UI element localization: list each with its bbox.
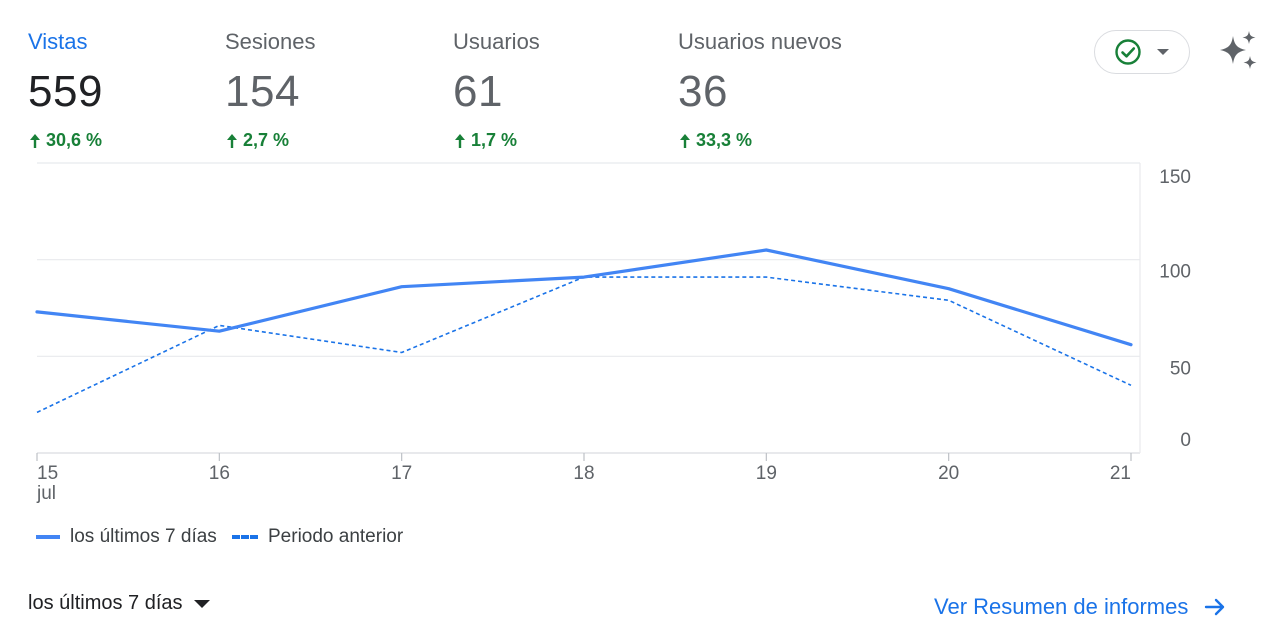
series-line-previous bbox=[36, 276, 1132, 414]
x-tick-label: 21 bbox=[1110, 463, 1131, 484]
y-tick-label: 150 bbox=[1159, 167, 1191, 188]
chart-gridlines bbox=[37, 162, 1141, 454]
metric-usuarios-nuevos[interactable]: Usuarios nuevos 36 33,3 % bbox=[678, 28, 842, 151]
metric-label: Vistas bbox=[28, 29, 88, 54]
y-axis-ticks: 0 50 100 150 bbox=[1159, 167, 1191, 451]
caret-down-icon bbox=[193, 599, 210, 608]
y-tick-label: 100 bbox=[1159, 262, 1191, 283]
metric-change: 1,7 % bbox=[453, 130, 540, 151]
line-chart: 0 50 100 150 15 16 17 18 19 20 21 jul bbox=[35, 162, 1191, 504]
y-tick-label: 50 bbox=[1170, 358, 1191, 379]
arrow-right-icon bbox=[1205, 598, 1225, 616]
metric-change-text: 30,6 % bbox=[46, 130, 103, 150]
metric-label: Usuarios bbox=[453, 29, 540, 54]
legend-label: Periodo anterior bbox=[268, 526, 404, 547]
x-tick-label: 19 bbox=[756, 463, 777, 484]
x-tick-label: 18 bbox=[573, 463, 594, 484]
arrow-up-icon bbox=[680, 133, 690, 148]
sparkle-icon[interactable] bbox=[1218, 30, 1260, 72]
metric-change-text: 33,3 % bbox=[696, 130, 753, 150]
compare-toggle-button[interactable] bbox=[1094, 30, 1190, 74]
legend-current[interactable]: los últimos 7 días bbox=[36, 526, 217, 548]
arrow-up-icon bbox=[455, 133, 465, 148]
series-line-current bbox=[35, 248, 1133, 347]
caret-down-icon bbox=[1157, 49, 1169, 55]
chart-series bbox=[35, 248, 1133, 414]
x-sublabel: jul bbox=[36, 483, 56, 504]
arrow-up-icon bbox=[227, 133, 237, 148]
x-tick-label: 17 bbox=[391, 463, 412, 484]
metric-change-text: 1,7 % bbox=[471, 130, 518, 150]
legend-solid-swatch bbox=[36, 535, 60, 539]
x-tick-label: 16 bbox=[209, 463, 230, 484]
metric-label: Sesiones bbox=[225, 29, 316, 54]
date-range-selector[interactable]: los últimos 7 días bbox=[28, 592, 211, 615]
x-axis-ticks: 15 16 17 18 19 20 21 jul bbox=[36, 453, 1132, 504]
metric-value: 36 bbox=[678, 67, 728, 116]
view-report-label: Ver Resumen de informes bbox=[934, 594, 1189, 619]
metric-label: Usuarios nuevos bbox=[678, 29, 842, 54]
metric-change: 33,3 % bbox=[678, 130, 842, 151]
date-range-label: los últimos 7 días bbox=[28, 592, 183, 614]
arrow-up-icon bbox=[30, 133, 40, 148]
metric-change: 2,7 % bbox=[225, 130, 316, 151]
metric-sesiones[interactable]: Sesiones 154 2,7 % bbox=[225, 28, 316, 151]
legend-label: los últimos 7 días bbox=[70, 526, 217, 547]
x-tick-label: 15 bbox=[37, 463, 58, 484]
metric-usuarios[interactable]: Usuarios 61 1,7 % bbox=[453, 28, 540, 151]
metric-change: 30,6 % bbox=[28, 130, 103, 151]
x-tick-label: 20 bbox=[938, 463, 959, 484]
metric-vistas[interactable]: Vistas 559 30,6 % bbox=[28, 28, 103, 151]
metric-change-text: 2,7 % bbox=[243, 130, 290, 150]
y-tick-label: 0 bbox=[1180, 430, 1191, 451]
legend-previous[interactable]: Periodo anterior bbox=[232, 526, 403, 548]
check-circle-icon bbox=[1115, 39, 1141, 65]
legend-dashed-swatch bbox=[232, 535, 258, 539]
metric-value: 61 bbox=[453, 67, 503, 116]
metric-value: 559 bbox=[28, 67, 103, 116]
metric-value: 154 bbox=[225, 67, 300, 116]
view-report-link[interactable]: Ver Resumen de informes bbox=[934, 594, 1226, 620]
